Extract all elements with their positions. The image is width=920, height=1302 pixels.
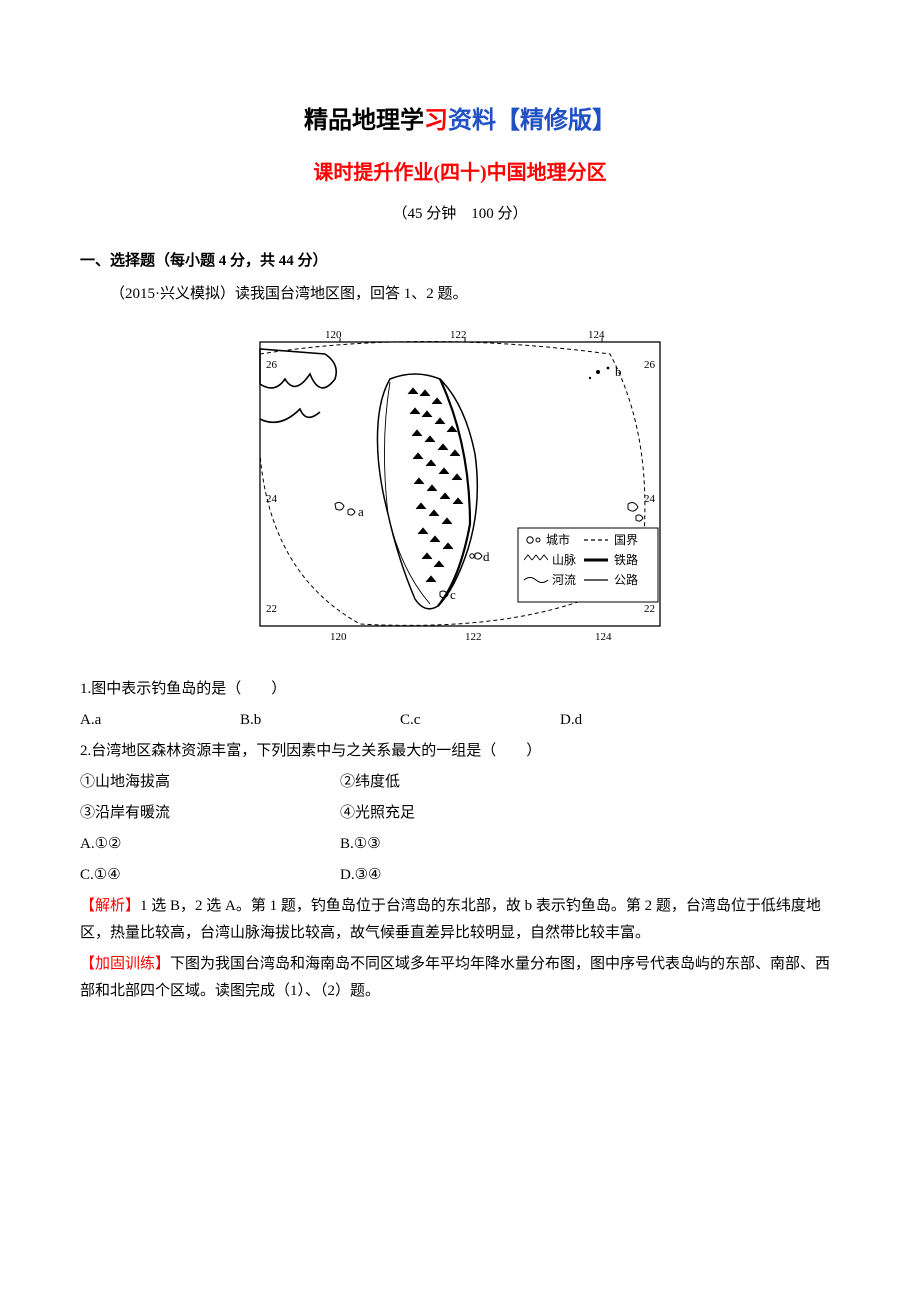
analysis-label: 【解析】 <box>80 898 140 914</box>
legend-mountain: 山脉 <box>552 552 576 567</box>
training-text: 下图为我国台湾岛和海南岛不同区域多年平均年降水量分布图，图中序号代表岛屿的东部、… <box>80 956 830 999</box>
lat-left-26: 26 <box>266 359 278 371</box>
q1-opt-b: B.b <box>240 707 400 734</box>
q2-opt-b: B.①③ <box>340 831 381 858</box>
q2-stem: 2.台湾地区森林资源丰富，下列因素中与之关系最大的一组是（ ） <box>80 738 840 765</box>
main-title: 精品地理学习资料【精修版】 <box>80 100 840 143</box>
q2-opts-row1: A.①② B.①③ <box>80 831 840 858</box>
marker-d: d <box>470 549 490 564</box>
taiwan-map-svg: 120 122 124 26 24 22 26 24 22 120 122 12… <box>240 324 680 644</box>
q1-opt-d: D.d <box>560 707 720 734</box>
document-page: 精品地理学习资料【精修版】 课时提升作业(四十)中国地理分区 （45 分钟 10… <box>0 0 920 1302</box>
title-seg2: 习 <box>424 108 448 134</box>
lon-bot-120: 120 <box>330 631 347 643</box>
lat-right-26: 26 <box>644 359 656 371</box>
legend-river: 河流 <box>552 573 576 587</box>
marker-a: a <box>335 503 364 520</box>
analysis-para: 【解析】1 选 B，2 选 A。第 1 题，钓鱼岛位于台湾岛的东北部，故 b 表… <box>80 893 840 947</box>
q2-factor-3: ③沿岸有暖流 <box>80 800 340 827</box>
svg-text:b: b <box>615 364 622 379</box>
training-para: 【加固训练】下图为我国台湾岛和海南岛不同区域多年平均年降水量分布图，图中序号代表… <box>80 951 840 1005</box>
q2-opt-d: D.③④ <box>340 862 381 889</box>
map-figure: 120 122 124 26 24 22 26 24 22 120 122 12… <box>80 324 840 654</box>
marker-b: b <box>589 364 622 379</box>
legend-city: 城市 <box>546 532 570 547</box>
lat-right-24: 24 <box>644 493 656 505</box>
q2-factor-2: ②纬度低 <box>340 769 400 796</box>
q2-opts-row2: C.①④ D.③④ <box>80 862 840 889</box>
svg-text:d: d <box>483 549 490 564</box>
q1-opt-c: C.c <box>400 707 560 734</box>
q2-factors-row2: ③沿岸有暖流 ④光照充足 <box>80 800 840 827</box>
lon-bot-122: 122 <box>465 631 482 643</box>
lat-left-24: 24 <box>266 493 278 505</box>
q1-opt-a: A.a <box>80 707 240 734</box>
legend-road: 公路 <box>614 572 638 587</box>
intro-text: （2015·兴义模拟）读我国台湾地区图，回答 1、2 题。 <box>80 281 840 308</box>
section-heading: 一、选择题（每小题 4 分，共 44 分） <box>80 248 840 275</box>
q2-opt-a: A.①② <box>80 831 340 858</box>
svg-text:c: c <box>450 587 456 602</box>
lat-right-22: 22 <box>644 603 655 615</box>
q1-options: A.a B.b C.c D.d <box>80 707 840 734</box>
title-seg1: 精品地理学 <box>304 108 424 134</box>
legend-rail: 铁路 <box>614 552 638 567</box>
subtitle: 课时提升作业(四十)中国地理分区 <box>80 155 840 191</box>
lon-top-120: 120 <box>325 329 342 341</box>
lat-left-22: 22 <box>266 603 277 615</box>
training-label: 【加固训练】 <box>80 956 170 972</box>
q2-opt-c: C.①④ <box>80 862 340 889</box>
time-line: （45 分钟 100 分） <box>80 201 840 228</box>
legend-border: 国界 <box>614 533 638 547</box>
lon-bot-124: 124 <box>595 631 612 643</box>
q2-factor-4: ④光照充足 <box>340 800 415 827</box>
q2-factors-row1: ①山地海拔高 ②纬度低 <box>80 769 840 796</box>
title-seg3: 资料【精修版】 <box>448 108 616 134</box>
q2-factor-1: ①山地海拔高 <box>80 769 340 796</box>
q1-stem: 1.图中表示钓鱼岛的是（ ） <box>80 676 840 703</box>
analysis-text: 1 选 B，2 选 A。第 1 题，钓鱼岛位于台湾岛的东北部，故 b 表示钓鱼岛… <box>80 898 821 941</box>
lon-top-122: 122 <box>450 329 467 341</box>
svg-text:a: a <box>358 504 364 519</box>
